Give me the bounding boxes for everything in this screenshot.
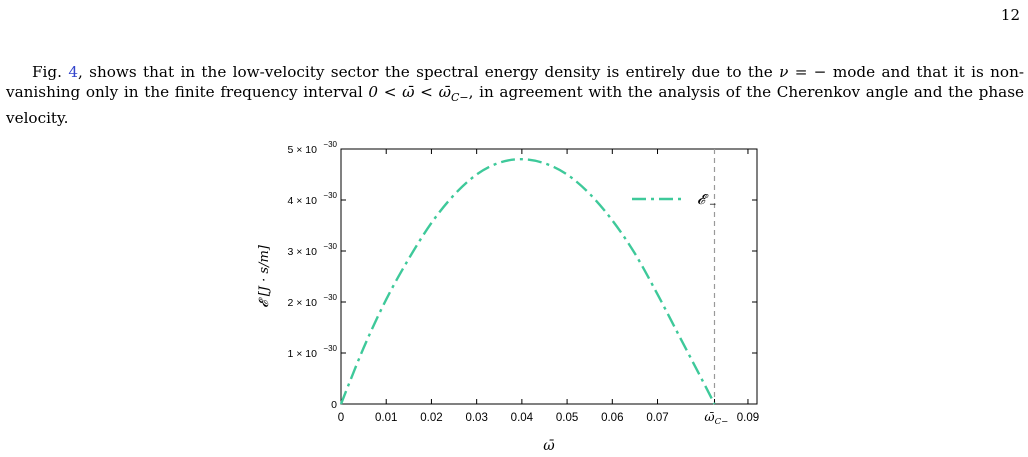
math-frequency-interval-main: 0 < ω̄ < ω̄ bbox=[368, 83, 451, 102]
math-frequency-interval-sub: C− bbox=[450, 91, 469, 105]
x-tick-label: 0.05 bbox=[556, 412, 578, 424]
math-nu-minus: ν = − bbox=[779, 63, 827, 82]
y-tick-label: 5 × 10 bbox=[288, 144, 318, 156]
math-frequency-interval: 0 < ω̄ < ω̄C− bbox=[368, 83, 469, 105]
figure-reference-link[interactable]: 4 bbox=[68, 63, 78, 82]
x-tick-label: 0 bbox=[338, 412, 344, 424]
x-tick-label: 0.04 bbox=[511, 412, 534, 424]
page-number: 12 bbox=[1000, 6, 1020, 24]
y-tick-exponent: −30 bbox=[323, 293, 337, 302]
x-tick-label-omega-c-sub: C− bbox=[715, 417, 729, 427]
paragraph-text-2: , shows that in the low-velocity sector … bbox=[77, 63, 780, 82]
plot-frame bbox=[340, 148, 758, 405]
x-tick-label-omega-c: ω̄ bbox=[704, 409, 714, 424]
body-paragraph: Fig. 4, shows that in the low-velocity s… bbox=[6, 62, 1024, 128]
legend-label-sub: − bbox=[709, 200, 717, 210]
y-tick-label: 2 × 10 bbox=[288, 297, 318, 309]
x-tick-label: 0.07 bbox=[646, 412, 668, 424]
y-axis-label: 𝓔 [J · s/m] bbox=[257, 244, 272, 308]
y-tick-label: 0 bbox=[331, 399, 337, 411]
paragraph-text-1: Fig. bbox=[32, 63, 69, 82]
y-tick-exponent: −30 bbox=[323, 191, 337, 200]
y-tick-label: 1 × 10 bbox=[288, 348, 318, 360]
y-tick-exponent: −30 bbox=[323, 140, 337, 149]
y-tick-label: 3 × 10 bbox=[288, 246, 318, 258]
y-tick-exponent: −30 bbox=[323, 344, 337, 353]
plot-layer: 0 0.01 0.02 0.03 0.04 0.05 0.06 0.07 0.09ω̄ C−01 … bbox=[257, 140, 759, 454]
legend-label: 𝓔 bbox=[697, 192, 709, 208]
x-tick-label: 0.01 bbox=[375, 412, 397, 424]
series-line-energy-minus bbox=[339, 157, 716, 405]
y-tick-exponent: −30 bbox=[323, 242, 337, 251]
x-tick-label: 0.02 bbox=[420, 412, 442, 424]
paragraph-text-3: mode and that it is non-vanishing only i… bbox=[6, 63, 1024, 102]
y-tick-label: 4 × 10 bbox=[288, 195, 318, 207]
paragraph-text-4: , in agreement with the analysis of the … bbox=[6, 83, 1024, 128]
x-tick-label: 0.03 bbox=[465, 412, 487, 424]
x-tick-label: 0.06 bbox=[601, 412, 623, 424]
x-tick-label: 0.09 bbox=[737, 412, 759, 424]
x-axis-label: ω̄ bbox=[543, 438, 555, 454]
